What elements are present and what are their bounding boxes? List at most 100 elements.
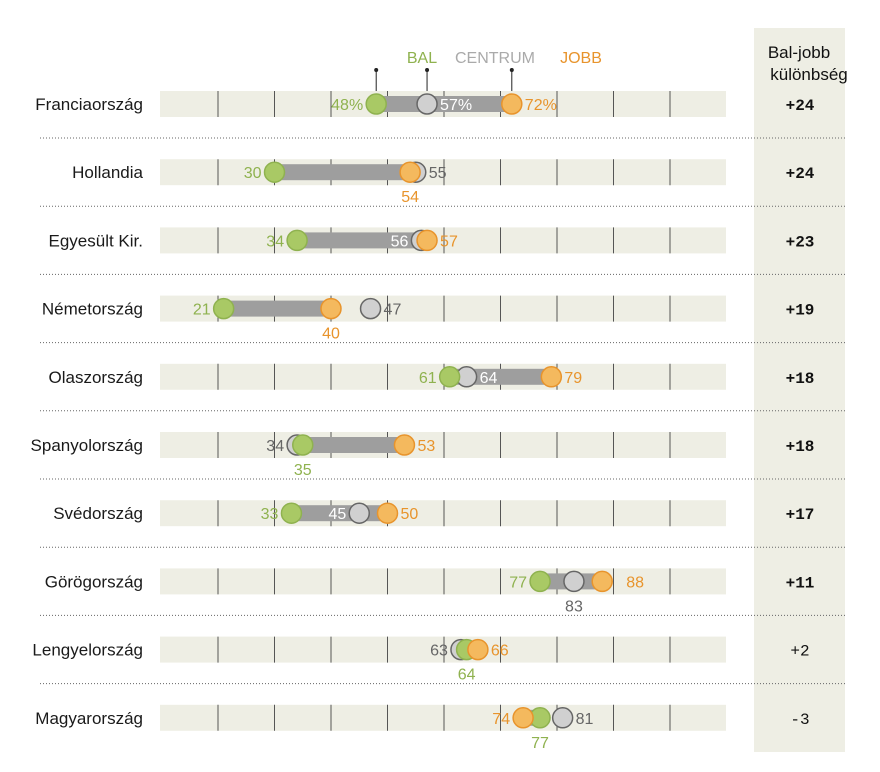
jobb-dot (501, 93, 523, 115)
diff-value: +11 (786, 574, 815, 592)
bal-value-label: 77 (531, 735, 549, 752)
bal-dot (529, 570, 551, 593)
legend-bal: BAL (407, 50, 437, 67)
diff-header-line1: Bal-jobb (768, 43, 830, 62)
country-label: Franciaország (35, 95, 143, 114)
legend-leader-dot (374, 68, 379, 72)
centrum-dot (416, 93, 438, 115)
centrum-value-label: 47 (384, 302, 402, 319)
bal-value-label: 77 (509, 574, 527, 591)
jobb-dot (540, 366, 563, 388)
country-label: Görögország (45, 572, 143, 591)
jobb-dot (591, 570, 613, 593)
row-track (160, 636, 726, 663)
bal-value-label: 30 (244, 165, 262, 182)
bal-value-label: 21 (193, 302, 211, 319)
jobb-value-label: 79 (564, 370, 582, 387)
jobb-value-label: 40 (322, 326, 340, 343)
range-bar (274, 164, 411, 181)
jobb-value-label: 74 (492, 711, 510, 728)
centrum-value-label: 64 (480, 370, 498, 387)
bal-dot (286, 229, 308, 252)
legend-centrum: CENTRUM (455, 50, 535, 67)
centrum-dot (563, 570, 585, 593)
bal-dot (365, 93, 387, 115)
centrum-value-label: 34 (266, 438, 284, 455)
chart-row: Lengyelország 64 63 66 +2 (32, 636, 845, 685)
chart-row: Olaszország 61 64 79 +18 (40, 363, 845, 412)
centrum-value-label: 55 (429, 165, 447, 182)
legend-leader-dot (509, 68, 514, 72)
chart-row: Svédország 33 45 50 +17 (40, 500, 845, 548)
jobb-value-label: 50 (401, 506, 419, 523)
centrum-value-label: 63 (430, 643, 448, 660)
diff-value: +23 (786, 233, 815, 251)
jobb-dot (376, 502, 399, 524)
legend-jobb: JOBB (560, 50, 602, 67)
row-track (160, 432, 726, 458)
chart-row: Hollandia 30 55 54 +24 (40, 159, 845, 207)
bal-value-label: 48% (331, 97, 363, 114)
range-bar (376, 96, 512, 112)
bal-value-label: 35 (294, 462, 312, 479)
bal-value-label: 33 (261, 506, 279, 523)
jobb-dot (393, 434, 416, 456)
range-bar (297, 232, 428, 249)
diff-value: +17 (786, 506, 815, 524)
country-label: Németország (42, 300, 143, 319)
country-label: Svédország (53, 504, 143, 523)
diff-value: -3 (790, 711, 809, 729)
bal-value-label: 64 (458, 667, 476, 684)
diff-value: +2 (790, 643, 809, 661)
jobb-dot (467, 638, 489, 661)
centrum-dot (359, 297, 382, 320)
jobb-value-label: 57 (440, 233, 458, 250)
chart-row: Egyesült Kir. 34 56 57 +23 (40, 227, 845, 275)
centrum-value-label: 56 (391, 233, 409, 250)
bal-dot (263, 161, 286, 183)
centrum-value-label: 57% (440, 97, 472, 114)
centrum-dot (551, 707, 574, 729)
diff-value: +18 (786, 438, 815, 456)
jobb-value-label: 53 (417, 438, 435, 455)
bal-dot (438, 366, 461, 388)
country-label: Spanyolország (31, 436, 143, 455)
bal-dot (212, 297, 235, 320)
jobb-value-label: 66 (491, 643, 509, 660)
bal-value-label: 61 (419, 370, 437, 387)
chart-row: Franciaország 48% 57% 72% +24 (35, 91, 845, 139)
row-track (160, 159, 726, 186)
chart-row: Spanyolország 35 34 53 +18 (31, 432, 845, 480)
centrum-value-label: 45 (328, 506, 346, 523)
diff-value: +19 (786, 302, 815, 320)
country-label: Olaszország (49, 368, 143, 387)
bal-dot (280, 502, 303, 524)
range-bar (302, 437, 405, 453)
row-track (160, 568, 726, 595)
country-label: Hollandia (72, 163, 143, 182)
diff-header-line2: különbség (770, 65, 848, 84)
jobb-dot (320, 297, 342, 320)
country-label: Egyesült Kir. (49, 231, 144, 250)
bal-dot (292, 434, 314, 456)
row-track (160, 704, 726, 731)
bal-value-label: 34 (266, 233, 284, 250)
jobb-dot (416, 229, 438, 252)
diff-column-background (754, 28, 845, 752)
jobb-value-label: 88 (626, 574, 644, 591)
centrum-dot (348, 502, 370, 524)
row-track (160, 227, 726, 254)
chart-row: Görögország 77 83 88 +11 (40, 568, 845, 616)
diff-value: +24 (786, 97, 815, 115)
centrum-value-label: 83 (565, 598, 583, 615)
country-label: Lengyelország (32, 641, 143, 660)
jobb-dot (399, 161, 421, 183)
country-label: Magyarország (35, 709, 143, 728)
jobb-dot (512, 707, 534, 729)
diff-value: +18 (786, 370, 815, 388)
chart-row: Magyarország 77 81 74 -3 (35, 704, 810, 752)
legend-leader-dot (425, 68, 430, 72)
centrum-value-label: 81 (576, 711, 594, 728)
chart-row: Németország 21 47 40 +19 (40, 295, 845, 344)
